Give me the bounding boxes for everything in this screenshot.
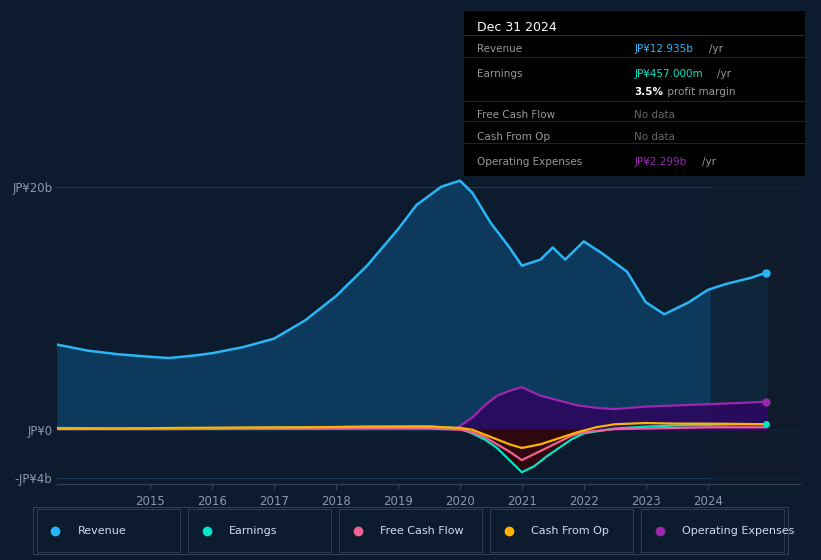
Text: Cash From Op: Cash From Op bbox=[531, 526, 609, 535]
Text: Operating Expenses: Operating Expenses bbox=[682, 526, 795, 535]
Text: /yr: /yr bbox=[709, 44, 723, 54]
Text: Dec 31 2024: Dec 31 2024 bbox=[478, 21, 557, 34]
Text: JP¥457.000m: JP¥457.000m bbox=[635, 69, 703, 79]
Text: Revenue: Revenue bbox=[478, 44, 523, 54]
Text: JP¥12.935b: JP¥12.935b bbox=[635, 44, 693, 54]
Text: profit margin: profit margin bbox=[664, 87, 736, 97]
Text: Free Cash Flow: Free Cash Flow bbox=[380, 526, 464, 535]
Text: /yr: /yr bbox=[717, 69, 731, 79]
Text: Earnings: Earnings bbox=[478, 69, 523, 79]
Text: Cash From Op: Cash From Op bbox=[478, 132, 551, 142]
Text: Operating Expenses: Operating Expenses bbox=[478, 157, 583, 166]
Text: Earnings: Earnings bbox=[229, 526, 277, 535]
Text: /yr: /yr bbox=[702, 157, 716, 166]
Text: Revenue: Revenue bbox=[78, 526, 127, 535]
Text: No data: No data bbox=[635, 132, 675, 142]
Text: Free Cash Flow: Free Cash Flow bbox=[478, 110, 556, 120]
Text: 3.5%: 3.5% bbox=[635, 87, 663, 97]
Bar bbox=[711, 162, 800, 484]
Text: No data: No data bbox=[635, 110, 675, 120]
Text: JP¥2.299b: JP¥2.299b bbox=[635, 157, 686, 166]
